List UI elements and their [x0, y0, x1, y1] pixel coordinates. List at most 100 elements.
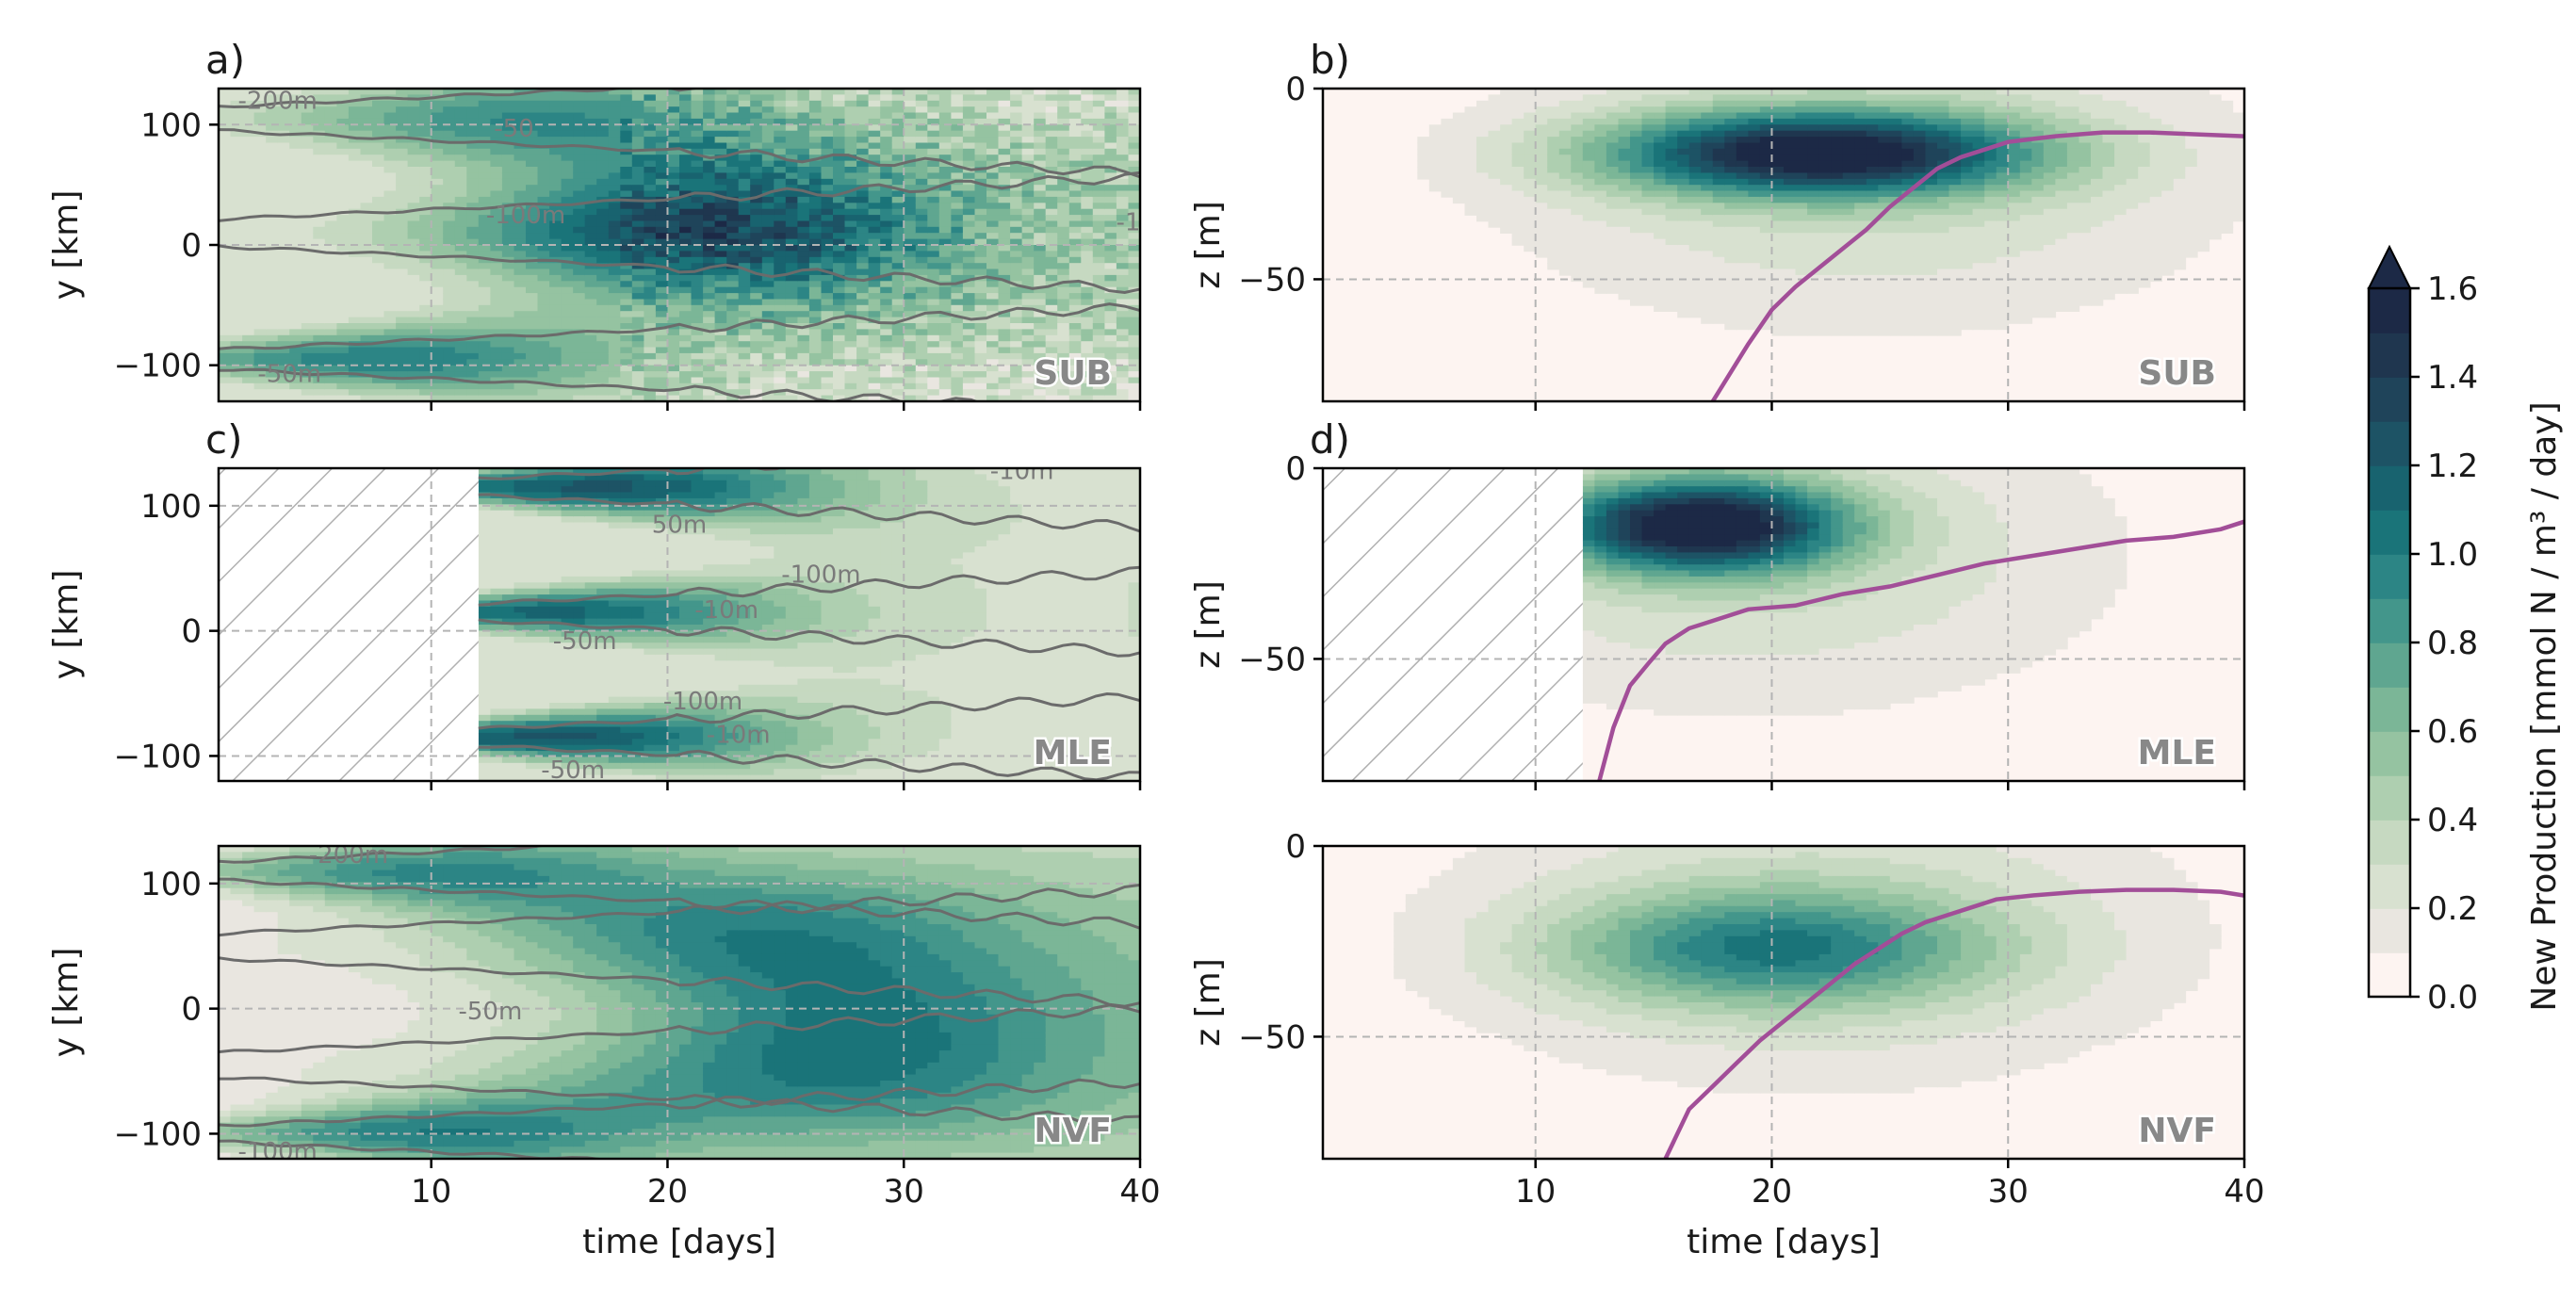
plot-area-b: [1323, 89, 2244, 401]
x-axis-label: time [days]: [582, 1223, 776, 1261]
y-axis-label: z [m]: [1189, 580, 1228, 669]
plot-area-d: [1323, 468, 2244, 781]
contour-label: -50m: [553, 627, 617, 656]
run-label: NVF: [2138, 1112, 2216, 1150]
contour-line: [219, 1076, 1140, 1126]
colorbar-swatch: [2369, 908, 2410, 953]
run-label: NVF: [1034, 1112, 1112, 1150]
colorbar-tick-label: 0.0: [2427, 979, 2478, 1016]
contour-label: -100m: [663, 688, 742, 716]
colorbar-swatch: [2369, 421, 2410, 466]
colorbar-swatch: [2369, 687, 2410, 732]
colorbar-swatch: [2369, 288, 2410, 333]
contour-line: [219, 171, 1140, 222]
contour-line: [478, 744, 1140, 781]
plot-area-c: -10m 50m -100m -10m -50m -100m -10m -50m: [219, 468, 1140, 785]
y-tick-label: 0: [1285, 450, 1306, 488]
x-tick-label: 30: [1988, 1173, 2029, 1211]
hatched-region: [1323, 468, 1583, 781]
y-tick-label: −50: [1238, 261, 1306, 299]
contour-line: [219, 302, 1140, 350]
x-tick-label: 40: [2224, 1173, 2264, 1211]
y-tick-label: −100: [114, 1115, 202, 1153]
y-tick-label: 0: [181, 991, 202, 1029]
axes-frame: [217, 844, 1142, 1161]
y-tick-label: 0: [181, 227, 202, 265]
hatched-region: [219, 468, 479, 781]
colorbar-swatch: [2369, 731, 2410, 776]
run-label: SUB: [2138, 354, 2216, 393]
contour-line: [219, 1139, 682, 1159]
contour-label: -200m: [309, 841, 388, 870]
y-tick-label: 100: [140, 866, 202, 903]
plot-area-f: [1323, 846, 2244, 1159]
contour-line: [478, 618, 1140, 658]
x-tick-label: 20: [1752, 1173, 1792, 1211]
contour-line: [219, 367, 1052, 401]
colorbar: 0.0 0.2 0.4 0.6 0.8 1.0 1.2 1.4 1.6: [2367, 244, 2478, 1016]
colorbar-swatch: [2369, 510, 2410, 555]
x-tick-label: 10: [411, 1173, 451, 1211]
contour-label: -200m: [238, 88, 318, 116]
contour-line: [478, 493, 1140, 533]
x-tick-label: 20: [647, 1173, 688, 1211]
colorbar-extend-arrow: [2367, 244, 2412, 289]
contour-label: -50: [494, 115, 533, 143]
colorbar-swatch: [2369, 377, 2410, 422]
run-label: SUB: [1034, 354, 1112, 393]
y-axis-label: z [m]: [1189, 958, 1228, 1047]
y-tick-label: 100: [140, 488, 202, 526]
y-tick-label: 100: [140, 106, 202, 144]
x-axis-label: time [days]: [1687, 1223, 1881, 1261]
panel-a-sub-y: -200m -50 -100m -50m -1 100 0 −100 y [km] a) SUB: [47, 37, 1142, 411]
y-tick-label: −50: [1238, 641, 1306, 678]
y-tick-label: −100: [114, 738, 202, 775]
mixed-layer-depth-line: [1710, 130, 2244, 401]
y-tick-label: −100: [114, 348, 202, 385]
colorbar-tick-label: 1.6: [2427, 270, 2478, 308]
colorbar-swatch: [2369, 864, 2410, 909]
contour-label: -100m: [486, 202, 565, 230]
contour-label: -50m: [257, 360, 321, 388]
colorbar-swatch: [2369, 333, 2410, 378]
contour-line: [219, 846, 682, 864]
contour-line: [478, 691, 1140, 730]
contour-label: -100m: [781, 561, 860, 590]
contour-label: -50m: [541, 756, 605, 785]
y-tick-label: 0: [1285, 828, 1306, 866]
panel-b-sub-z: 0 −50 z [m] b) SUB: [1189, 37, 2246, 411]
plot-area-e: -200m -50m -100m: [219, 841, 1140, 1159]
colorbar-tick-label: 1.0: [2427, 536, 2478, 574]
colorbar-swatch: [2369, 465, 2410, 511]
colorbar-swatch: [2369, 775, 2410, 821]
y-axis-label: y [km]: [47, 190, 86, 301]
contour-line: [219, 89, 698, 109]
mixed-layer-depth-line: [1663, 887, 2244, 1159]
colorbar-swatch: [2369, 642, 2410, 688]
colorbar-tick-label: 0.2: [2427, 890, 2478, 928]
y-axis-label: y [km]: [47, 570, 86, 680]
contour-line: [478, 468, 784, 480]
contour-line: [219, 883, 1140, 937]
panel-label: b): [1310, 37, 1350, 83]
contour-label: -50m: [458, 998, 522, 1026]
contour-line: [219, 244, 1140, 295]
contour-line: [219, 956, 1140, 1008]
y-axis-label: z [m]: [1189, 201, 1228, 289]
colorbar-label: New Production [mmol N / m³ / day]: [2525, 401, 2564, 1011]
axes-frame: [1321, 87, 2246, 403]
contour-line: [219, 1078, 1140, 1128]
colorbar-tick-label: 1.2: [2427, 447, 2478, 485]
y-tick-label: −50: [1238, 1018, 1306, 1056]
colorbar-tick-label: 1.4: [2427, 359, 2478, 397]
contour-label: -10m: [707, 722, 771, 750]
contour-label: -10m: [694, 596, 758, 625]
y-tick-label: 0: [181, 613, 202, 651]
axes-frame: [1321, 844, 2246, 1161]
y-tick-label: 0: [1285, 71, 1306, 108]
colorbar-tick-label: 0.6: [2427, 713, 2478, 751]
colorbar-swatch: [2369, 598, 2410, 643]
colorbar-swatch: [2369, 554, 2410, 599]
x-tick-label: 10: [1515, 1173, 1556, 1211]
